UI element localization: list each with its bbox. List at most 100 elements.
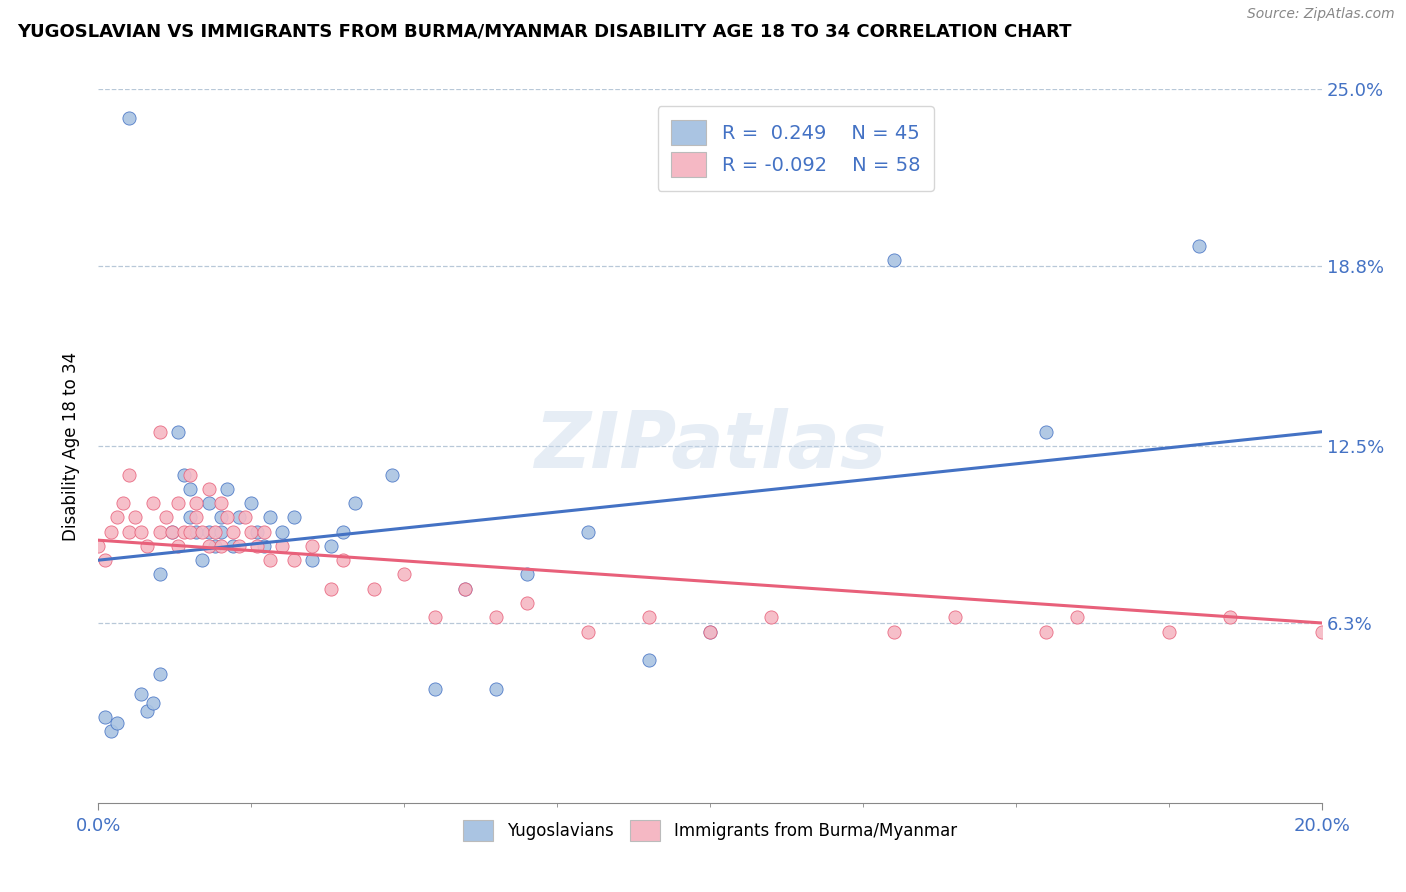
Point [209, 510, 232, 524]
Point [179, 524, 201, 539]
Point [240, 524, 263, 539]
Point [301, 539, 323, 553]
Point [1188, 239, 1211, 253]
Point [167, 539, 190, 553]
Point [215, 510, 238, 524]
Point [1035, 425, 1057, 439]
Point [204, 539, 226, 553]
Point [222, 524, 245, 539]
Point [167, 496, 190, 510]
Point [204, 524, 226, 539]
Point [576, 524, 599, 539]
Point [160, 524, 183, 539]
Text: Source: ZipAtlas.com: Source: ZipAtlas.com [1247, 7, 1395, 21]
Point [87, 539, 110, 553]
Point [332, 553, 354, 567]
Point [149, 425, 172, 439]
Point [363, 582, 385, 596]
Point [179, 482, 201, 496]
Point [1066, 610, 1088, 624]
Point [1310, 624, 1333, 639]
Point [454, 582, 477, 596]
Point [332, 524, 354, 539]
Point [246, 539, 269, 553]
Point [100, 524, 122, 539]
Point [149, 567, 172, 582]
Point [118, 467, 141, 482]
Point [149, 667, 172, 681]
Point [259, 553, 281, 567]
Point [392, 567, 416, 582]
Point [319, 539, 342, 553]
Point [233, 510, 256, 524]
Point [259, 510, 281, 524]
Point [173, 524, 195, 539]
Point [179, 467, 201, 482]
Text: YUGOSLAVIAN VS IMMIGRANTS FROM BURMA/MYANMAR DISABILITY AGE 18 TO 34 CORRELATION: YUGOSLAVIAN VS IMMIGRANTS FROM BURMA/MYA… [17, 22, 1071, 40]
Point [173, 467, 195, 482]
Point [160, 524, 183, 539]
Point [270, 524, 292, 539]
Point [149, 524, 172, 539]
Point [381, 467, 404, 482]
Point [943, 610, 966, 624]
Point [191, 524, 214, 539]
Point [142, 696, 165, 710]
Point [485, 610, 508, 624]
Point [100, 724, 122, 739]
Point [252, 524, 274, 539]
Point [186, 524, 208, 539]
Point [699, 624, 721, 639]
Point [209, 524, 232, 539]
Point [1035, 624, 1057, 639]
Point [1219, 610, 1241, 624]
Point [228, 539, 250, 553]
Point [283, 510, 305, 524]
Point [344, 496, 367, 510]
Point [118, 111, 141, 125]
Point [197, 524, 219, 539]
Point [516, 596, 538, 610]
Point [1157, 624, 1180, 639]
Y-axis label: Disability Age 18 to 34: Disability Age 18 to 34 [62, 351, 80, 541]
Point [124, 510, 146, 524]
Point [637, 653, 661, 667]
Point [222, 539, 245, 553]
Point [142, 496, 165, 510]
Point [111, 496, 134, 510]
Point [105, 510, 128, 524]
Point [209, 539, 232, 553]
Point [485, 681, 508, 696]
Point [155, 510, 177, 524]
Point [301, 553, 323, 567]
Point [186, 496, 208, 510]
Point [759, 610, 782, 624]
Point [883, 253, 905, 268]
Point [516, 567, 538, 582]
Point [105, 715, 128, 730]
Point [576, 624, 599, 639]
Point [454, 582, 477, 596]
Point [136, 539, 159, 553]
Point [167, 425, 190, 439]
Legend: Yugoslavians, Immigrants from Burma/Myanmar: Yugoslavians, Immigrants from Burma/Myan… [457, 814, 963, 848]
Point [186, 510, 208, 524]
Point [129, 524, 152, 539]
Point [228, 510, 250, 524]
Point [283, 553, 305, 567]
Point [93, 553, 115, 567]
Point [197, 539, 219, 553]
Point [246, 524, 269, 539]
Point [197, 482, 219, 496]
Point [118, 524, 141, 539]
Text: ZIPatlas: ZIPatlas [534, 408, 886, 484]
Point [699, 624, 721, 639]
Point [423, 610, 446, 624]
Point [252, 539, 274, 553]
Point [270, 539, 292, 553]
Point [319, 582, 342, 596]
Point [209, 496, 232, 510]
Point [240, 496, 263, 510]
Point [93, 710, 115, 724]
Point [637, 610, 661, 624]
